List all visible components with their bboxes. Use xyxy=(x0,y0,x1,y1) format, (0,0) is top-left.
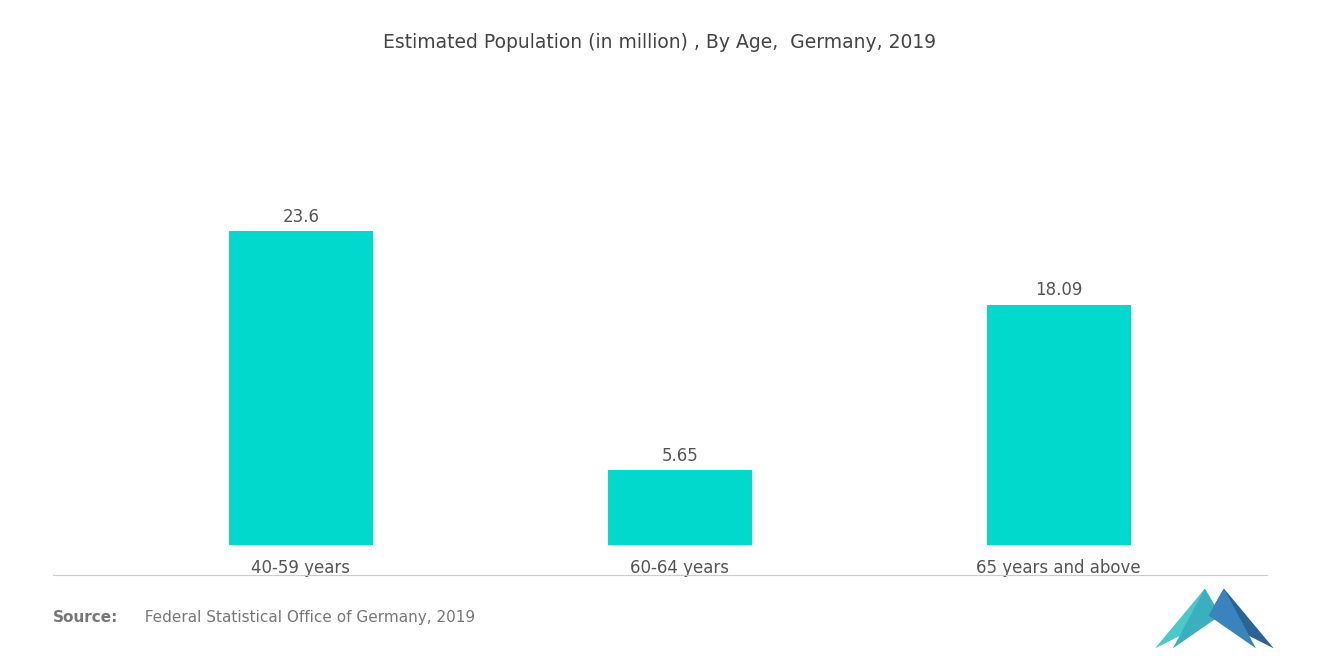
Text: 23.6: 23.6 xyxy=(282,208,319,226)
Text: Federal Statistical Office of Germany, 2019: Federal Statistical Office of Germany, 2… xyxy=(135,610,475,625)
Polygon shape xyxy=(1172,589,1220,648)
Text: 5.65: 5.65 xyxy=(661,447,698,465)
Bar xyxy=(987,305,1131,545)
Bar xyxy=(228,231,372,545)
Text: Estimated Population (in million) , By Age,  Germany, 2019: Estimated Population (in million) , By A… xyxy=(383,33,937,53)
Text: Source:: Source: xyxy=(53,610,119,625)
Polygon shape xyxy=(1209,589,1274,648)
Polygon shape xyxy=(1209,589,1257,648)
Text: 18.09: 18.09 xyxy=(1035,281,1082,299)
Bar xyxy=(607,470,752,545)
Polygon shape xyxy=(1155,589,1220,648)
